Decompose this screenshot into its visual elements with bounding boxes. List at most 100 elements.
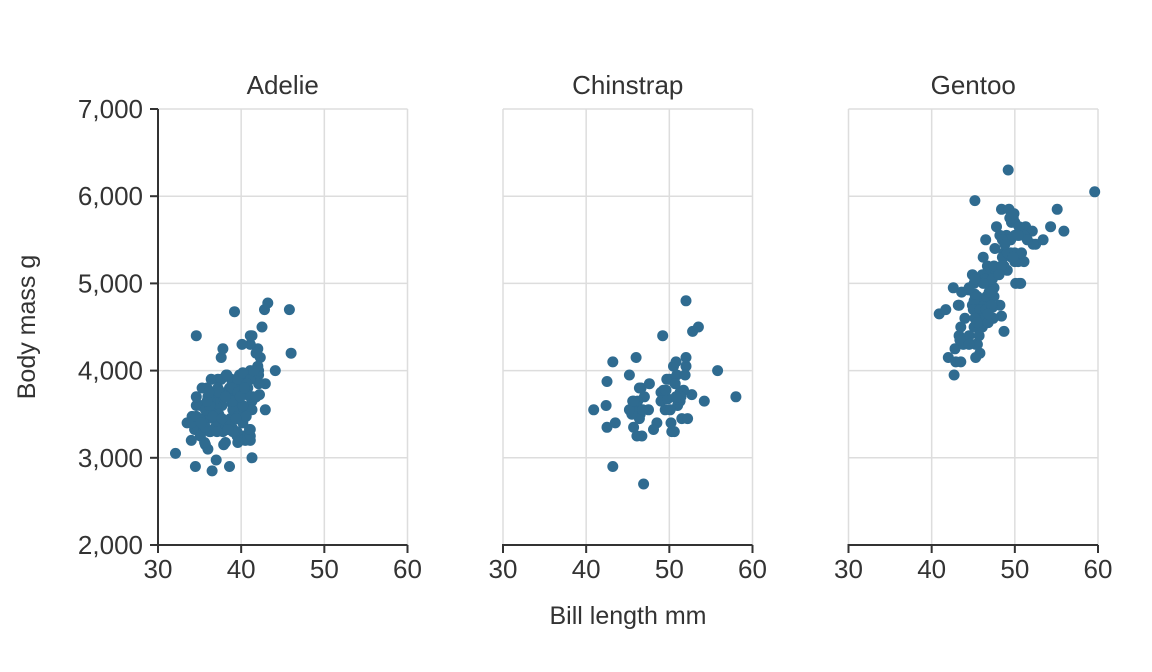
- data-point: [219, 391, 231, 403]
- data-point: [170, 447, 181, 459]
- data-point: [969, 273, 981, 285]
- data-point: [996, 310, 1007, 322]
- data-point: [662, 393, 674, 405]
- data-point: [210, 454, 222, 466]
- data-point: [712, 365, 724, 377]
- data-point: [246, 452, 258, 464]
- data-point: [1037, 234, 1049, 246]
- data-point: [1015, 277, 1027, 289]
- data-point: [240, 410, 252, 422]
- data-point: [947, 282, 959, 294]
- data-point: [989, 243, 1001, 254]
- data-point: [607, 461, 619, 472]
- data-point: [963, 338, 975, 350]
- data-point: [219, 437, 231, 448]
- data-point: [239, 382, 250, 394]
- data-point: [190, 391, 202, 403]
- data-point: [1045, 221, 1057, 233]
- data-point: [283, 304, 295, 316]
- data-point: [237, 400, 249, 411]
- y-axis: 2,000 3,000 4,000 5,000 6,000 7,000: [78, 94, 159, 560]
- data-point: [244, 424, 256, 435]
- data-point: [248, 365, 260, 377]
- data-point: [636, 430, 648, 442]
- data-point: [1002, 164, 1014, 176]
- data-point: [215, 352, 227, 363]
- data-point: [977, 251, 989, 263]
- data-point: [217, 343, 229, 355]
- data-point: [628, 395, 640, 407]
- facet-panel-gentoo: 30 40 50 60 Gentoo: [834, 70, 1112, 584]
- data-point: [638, 478, 650, 490]
- data-point: [195, 417, 207, 429]
- y-tick-label: 3,000: [78, 443, 143, 473]
- x-tick-label: 30: [489, 554, 518, 584]
- data-point: [1008, 208, 1020, 220]
- data-point: [623, 369, 635, 381]
- x-tick-label: 50: [310, 554, 339, 584]
- data-point: [189, 461, 201, 472]
- data-point: [1026, 225, 1038, 237]
- data-point: [623, 404, 635, 416]
- data-point: [607, 356, 619, 368]
- data-point: [977, 277, 989, 289]
- data-point: [669, 378, 681, 390]
- x-tick-label: 60: [393, 554, 422, 584]
- data-point: [1016, 247, 1027, 259]
- data-point: [201, 395, 213, 407]
- data-point: [671, 369, 683, 381]
- data-point: [205, 373, 217, 385]
- data-point: [1018, 256, 1030, 268]
- data-point: [633, 382, 645, 394]
- data-point: [601, 376, 613, 387]
- data-point: [185, 434, 197, 446]
- data-point: [692, 321, 704, 333]
- data-point: [986, 286, 997, 298]
- x-axis-title: Bill length mm: [549, 602, 707, 630]
- facet-panel-chinstrap: 30 40 50 60 Chinstrap: [489, 70, 767, 584]
- x-tick-label: 60: [738, 554, 767, 584]
- data-point: [963, 330, 975, 342]
- data-point: [973, 330, 985, 342]
- data-point: [222, 424, 234, 435]
- data-point: [601, 421, 613, 433]
- data-point: [971, 317, 983, 329]
- data-point: [628, 421, 640, 433]
- data-point: [940, 304, 952, 316]
- data-point: [670, 391, 682, 403]
- x-tick-label: 50: [1000, 554, 1029, 584]
- data-point: [680, 352, 692, 363]
- data-point: [996, 260, 1007, 272]
- x-tick-label: 30: [144, 554, 173, 584]
- facet-title: Adelie: [247, 70, 319, 100]
- y-tick-label: 7,000: [78, 94, 143, 124]
- data-point: [998, 325, 1010, 337]
- data-point: [206, 465, 218, 477]
- data-point: [969, 195, 981, 207]
- data-point: [256, 321, 268, 333]
- data-point: [680, 295, 692, 307]
- data-point: [216, 413, 228, 425]
- data-point: [207, 410, 219, 422]
- x-tick-label: 40: [572, 554, 601, 584]
- data-point: [230, 413, 242, 425]
- data-point: [948, 369, 960, 381]
- y-axis-title: Body mass g: [13, 254, 41, 400]
- x-tick-label: 60: [1084, 554, 1113, 584]
- data-point: [1089, 186, 1101, 198]
- facet-title: Chinstrap: [572, 70, 683, 100]
- data-point: [963, 282, 975, 294]
- data-point: [971, 338, 983, 350]
- data-point: [630, 352, 642, 363]
- data-point: [203, 386, 215, 398]
- data-point: [664, 404, 676, 416]
- data-point: [986, 299, 997, 311]
- data-point: [253, 378, 265, 390]
- data-point: [660, 384, 672, 396]
- facet-panel-adelie: 30 40 50 60 Adelie: [144, 70, 422, 584]
- data-point: [1012, 229, 1024, 241]
- data-point: [679, 369, 691, 381]
- data-point: [668, 426, 680, 438]
